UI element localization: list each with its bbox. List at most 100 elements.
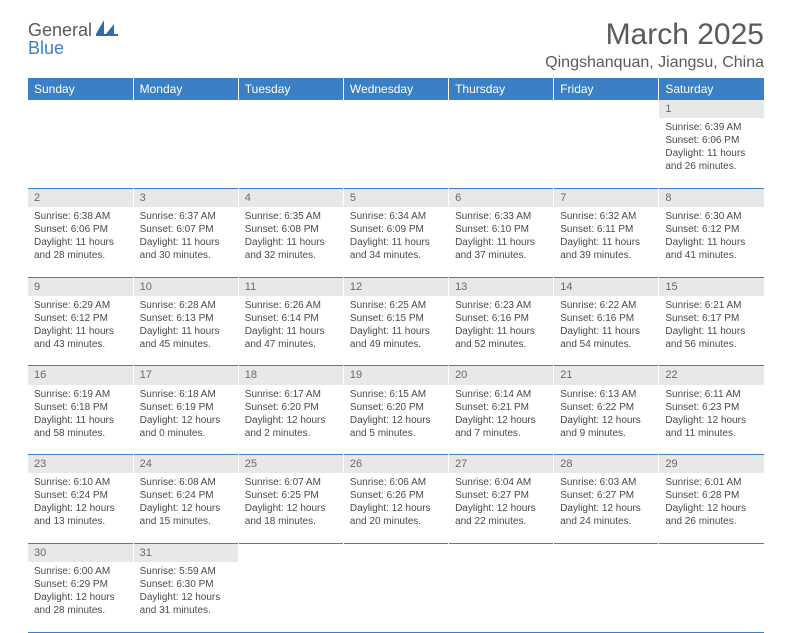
daylight-text: and 34 minutes.	[350, 249, 442, 262]
day-number: 30	[28, 543, 133, 562]
day-number: 12	[343, 277, 448, 296]
sunrise-text: Sunrise: 5:59 AM	[140, 565, 232, 578]
calendar-table: Sunday Monday Tuesday Wednesday Thursday…	[28, 78, 764, 633]
daylight-text: Daylight: 11 hours	[560, 325, 652, 338]
day-info: Sunrise: 6:29 AMSunset: 6:12 PMDaylight:…	[28, 296, 133, 366]
day-info	[238, 562, 343, 632]
sunset-text: Sunset: 6:17 PM	[665, 312, 758, 325]
day-number: 29	[659, 455, 764, 474]
title-block: March 2025 Qingshanquan, Jiangsu, China	[545, 18, 764, 72]
sunrise-text: Sunrise: 6:26 AM	[245, 299, 337, 312]
day-number	[449, 543, 554, 562]
daylight-text: and 18 minutes.	[245, 515, 337, 528]
daylight-text: Daylight: 12 hours	[140, 502, 232, 515]
sunset-text: Sunset: 6:10 PM	[455, 223, 547, 236]
day-number: 8	[659, 188, 764, 207]
daylight-text: and 24 minutes.	[560, 515, 652, 528]
day-info: Sunrise: 6:04 AMSunset: 6:27 PMDaylight:…	[449, 473, 554, 543]
day-number	[238, 100, 343, 118]
daylight-text: Daylight: 12 hours	[34, 502, 127, 515]
day-number: 14	[554, 277, 659, 296]
sunrise-text: Sunrise: 6:17 AM	[245, 388, 337, 401]
sunrise-text: Sunrise: 6:28 AM	[140, 299, 232, 312]
sunrise-text: Sunrise: 6:21 AM	[665, 299, 758, 312]
daylight-text: Daylight: 11 hours	[34, 236, 127, 249]
sunset-text: Sunset: 6:12 PM	[34, 312, 127, 325]
sunrise-text: Sunrise: 6:32 AM	[560, 210, 652, 223]
daylight-text: Daylight: 11 hours	[140, 236, 232, 249]
day-number-row: 23242526272829	[28, 455, 764, 474]
day-number: 17	[133, 366, 238, 385]
day-info: Sunrise: 6:11 AMSunset: 6:23 PMDaylight:…	[659, 385, 764, 455]
sunrise-text: Sunrise: 6:23 AM	[455, 299, 547, 312]
sunrise-text: Sunrise: 6:11 AM	[665, 388, 758, 401]
day-info-row: Sunrise: 6:39 AMSunset: 6:06 PMDaylight:…	[28, 118, 764, 188]
day-header-row: Sunday Monday Tuesday Wednesday Thursday…	[28, 78, 764, 100]
daylight-text: Daylight: 11 hours	[350, 236, 442, 249]
daylight-text: Daylight: 11 hours	[245, 236, 337, 249]
sunset-text: Sunset: 6:20 PM	[245, 401, 337, 414]
day-number: 22	[659, 366, 764, 385]
sunset-text: Sunset: 6:06 PM	[665, 134, 758, 147]
day-number: 15	[659, 277, 764, 296]
daylight-text: and 43 minutes.	[34, 338, 127, 351]
day-info: Sunrise: 6:03 AMSunset: 6:27 PMDaylight:…	[554, 473, 659, 543]
day-info-row: Sunrise: 6:29 AMSunset: 6:12 PMDaylight:…	[28, 296, 764, 366]
day-info	[28, 118, 133, 188]
sunset-text: Sunset: 6:18 PM	[34, 401, 127, 414]
sunset-text: Sunset: 6:07 PM	[140, 223, 232, 236]
daylight-text: and 9 minutes.	[560, 427, 652, 440]
daylight-text: and 49 minutes.	[350, 338, 442, 351]
day-number: 23	[28, 455, 133, 474]
day-header: Thursday	[449, 78, 554, 100]
day-info: Sunrise: 6:06 AMSunset: 6:26 PMDaylight:…	[343, 473, 448, 543]
day-info: Sunrise: 6:25 AMSunset: 6:15 PMDaylight:…	[343, 296, 448, 366]
daylight-text: Daylight: 12 hours	[140, 591, 232, 604]
sunset-text: Sunset: 6:28 PM	[665, 489, 758, 502]
day-info: Sunrise: 6:01 AMSunset: 6:28 PMDaylight:…	[659, 473, 764, 543]
sunset-text: Sunset: 6:16 PM	[560, 312, 652, 325]
sunset-text: Sunset: 6:14 PM	[245, 312, 337, 325]
logo-text-blue: Blue	[28, 38, 64, 58]
sunset-text: Sunset: 6:09 PM	[350, 223, 442, 236]
sunrise-text: Sunrise: 6:10 AM	[34, 476, 127, 489]
sunset-text: Sunset: 6:06 PM	[34, 223, 127, 236]
day-number: 4	[238, 188, 343, 207]
sunset-text: Sunset: 6:19 PM	[140, 401, 232, 414]
day-info: Sunrise: 6:26 AMSunset: 6:14 PMDaylight:…	[238, 296, 343, 366]
day-number: 20	[449, 366, 554, 385]
day-info: Sunrise: 6:13 AMSunset: 6:22 PMDaylight:…	[554, 385, 659, 455]
daylight-text: and 32 minutes.	[245, 249, 337, 262]
daylight-text: and 54 minutes.	[560, 338, 652, 351]
sunset-text: Sunset: 6:20 PM	[350, 401, 442, 414]
day-info: Sunrise: 6:30 AMSunset: 6:12 PMDaylight:…	[659, 207, 764, 277]
sunrise-text: Sunrise: 6:00 AM	[34, 565, 127, 578]
daylight-text: and 31 minutes.	[140, 604, 232, 617]
day-header: Friday	[554, 78, 659, 100]
day-info: Sunrise: 6:22 AMSunset: 6:16 PMDaylight:…	[554, 296, 659, 366]
location: Qingshanquan, Jiangsu, China	[545, 54, 764, 72]
day-number: 13	[449, 277, 554, 296]
day-number: 27	[449, 455, 554, 474]
day-info	[343, 562, 448, 632]
sunset-text: Sunset: 6:30 PM	[140, 578, 232, 591]
daylight-text: and 13 minutes.	[34, 515, 127, 528]
daylight-text: and 39 minutes.	[560, 249, 652, 262]
day-number: 25	[238, 455, 343, 474]
day-info: Sunrise: 6:33 AMSunset: 6:10 PMDaylight:…	[449, 207, 554, 277]
day-number: 3	[133, 188, 238, 207]
sunrise-text: Sunrise: 6:14 AM	[455, 388, 547, 401]
daylight-text: Daylight: 12 hours	[560, 502, 652, 515]
day-info: Sunrise: 6:10 AMSunset: 6:24 PMDaylight:…	[28, 473, 133, 543]
sunrise-text: Sunrise: 6:38 AM	[34, 210, 127, 223]
sunset-text: Sunset: 6:27 PM	[560, 489, 652, 502]
day-number: 24	[133, 455, 238, 474]
sunrise-text: Sunrise: 6:19 AM	[34, 388, 127, 401]
sunset-text: Sunset: 6:27 PM	[455, 489, 547, 502]
day-number	[133, 100, 238, 118]
day-info	[449, 118, 554, 188]
day-info	[238, 118, 343, 188]
day-header: Sunday	[28, 78, 133, 100]
header: General March 2025 Qingshanquan, Jiangsu…	[28, 18, 764, 72]
sunset-text: Sunset: 6:08 PM	[245, 223, 337, 236]
